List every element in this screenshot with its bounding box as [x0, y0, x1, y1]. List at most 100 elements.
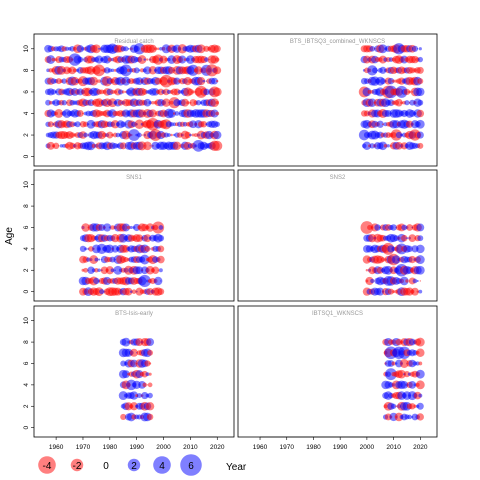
- x-tick-label: 2020: [413, 444, 428, 451]
- panel: SNS2: [237, 169, 438, 302]
- residual-bubble: [120, 413, 127, 421]
- residual-bubble: [395, 98, 403, 107]
- residual-bubble: [151, 266, 160, 274]
- residual-bubble: [403, 88, 411, 96]
- legend-label: 6: [188, 461, 194, 472]
- residual-bubble: [95, 80, 98, 82]
- residual-bubble: [89, 76, 99, 86]
- residual-bubble: [417, 78, 424, 85]
- x-tick-label: 2010: [183, 444, 198, 451]
- residual-bubble: [395, 131, 403, 139]
- residual-bubble: [81, 47, 85, 51]
- residual-bubble: [46, 141, 55, 150]
- residual-bubble: [395, 141, 403, 150]
- residual-bubble: [119, 142, 127, 150]
- residual-bubble: [91, 44, 101, 54]
- residual-bubble: [367, 225, 373, 230]
- residual-bubble: [121, 90, 125, 94]
- residual-bubble: [189, 133, 192, 137]
- residual-bubble: [110, 268, 115, 273]
- residual-bubble: [148, 101, 152, 105]
- y-axis-title: Age: [4, 227, 15, 245]
- residual-bubble: [129, 348, 139, 357]
- residual-bubble: [167, 133, 171, 137]
- y-tick-label: 4: [23, 247, 30, 251]
- residual-bubble: [411, 287, 419, 296]
- residual-bubble: [69, 142, 76, 149]
- residual-bubble: [121, 337, 131, 347]
- residual-bubble: [157, 245, 165, 253]
- x-tick-label: 2020: [210, 444, 225, 451]
- residual-bubble: [210, 98, 219, 108]
- residual-bubble: [158, 225, 164, 230]
- residual-bubble: [196, 44, 206, 54]
- legend-label: -4: [43, 461, 52, 472]
- residual-bubble: [115, 132, 121, 138]
- panel: BTS_IBTSQ3_combined_WKNSCS: [237, 33, 438, 167]
- residual-bubble: [397, 369, 406, 379]
- residual-bubble: [76, 45, 84, 53]
- residual-bubble: [148, 109, 157, 118]
- x-tick-label: 1960: [49, 444, 64, 451]
- residual-bubble: [395, 405, 398, 408]
- residual-bubble: [69, 132, 76, 138]
- residual-bubble: [105, 244, 115, 254]
- residual-bubble: [146, 413, 154, 421]
- residual-bubble: [157, 288, 165, 296]
- residual-bubble: [64, 46, 69, 51]
- residual-bubble: [148, 372, 152, 376]
- residual-bubble: [369, 45, 376, 52]
- residual-bubble: [141, 370, 149, 378]
- residual-bubble: [178, 55, 187, 64]
- residual-bubble: [405, 279, 409, 283]
- y-tick-label: 0: [23, 154, 30, 158]
- residual-bubble: [213, 45, 221, 53]
- residual-bubble: [145, 266, 155, 275]
- legend: -4 -2 0 2 4 6: [38, 454, 202, 476]
- residual-bubble: [143, 234, 152, 243]
- x-axis-title: Year: [226, 462, 247, 473]
- residual-bubble: [77, 56, 84, 63]
- residual-bubble: [47, 121, 54, 128]
- residual-bubble: [415, 380, 425, 390]
- residual-bubble: [418, 47, 422, 51]
- y-tick-label: 0: [23, 289, 30, 293]
- residual-bubble: [417, 56, 423, 63]
- residual-bubble: [173, 77, 181, 85]
- panel-frame: [237, 33, 438, 167]
- residual-bubble: [379, 66, 387, 74]
- residual-bubble: [131, 289, 137, 294]
- residual-bubble: [144, 245, 151, 252]
- residual-bubble: [107, 57, 112, 62]
- residual-bubble: [106, 131, 114, 139]
- residual-bubble: [156, 47, 160, 51]
- residual-bubble: [399, 276, 409, 286]
- residual-bubble: [118, 391, 128, 401]
- x-axis: 1960 1970 1980 1990 2000 2010 2020 1960 1970 1980…: [49, 436, 428, 451]
- residual-bubble: [57, 65, 66, 75]
- residual-bubble: [183, 58, 187, 61]
- residual-bubble: [213, 66, 222, 75]
- residual-bubble: [105, 266, 114, 275]
- residual-bubble: [215, 57, 220, 62]
- residual-bubble: [149, 248, 151, 250]
- residual-bubble: [408, 234, 417, 243]
- residual-bubble: [177, 89, 182, 94]
- residual-bubble: [147, 349, 154, 356]
- residual-bubble: [211, 77, 218, 85]
- residual-bubble: [413, 404, 417, 408]
- residual-bubble: [187, 88, 194, 96]
- y-tick-label: 6: [23, 225, 30, 229]
- y-tick-label: 6: [23, 90, 30, 94]
- residual-bubble: [370, 278, 375, 283]
- residual-bubble: [418, 289, 423, 294]
- legend-label: 4: [159, 461, 165, 472]
- residual-bubble: [135, 266, 144, 275]
- residual-bubble: [148, 66, 157, 75]
- residual-bubble: [93, 64, 105, 77]
- residual-bubble: [365, 269, 369, 272]
- residual-bubble: [153, 47, 158, 51]
- panel: IBTSQ1_WKNSCS: [237, 305, 438, 438]
- residual-bubble: [123, 46, 129, 52]
- residual-bubble: [99, 289, 105, 295]
